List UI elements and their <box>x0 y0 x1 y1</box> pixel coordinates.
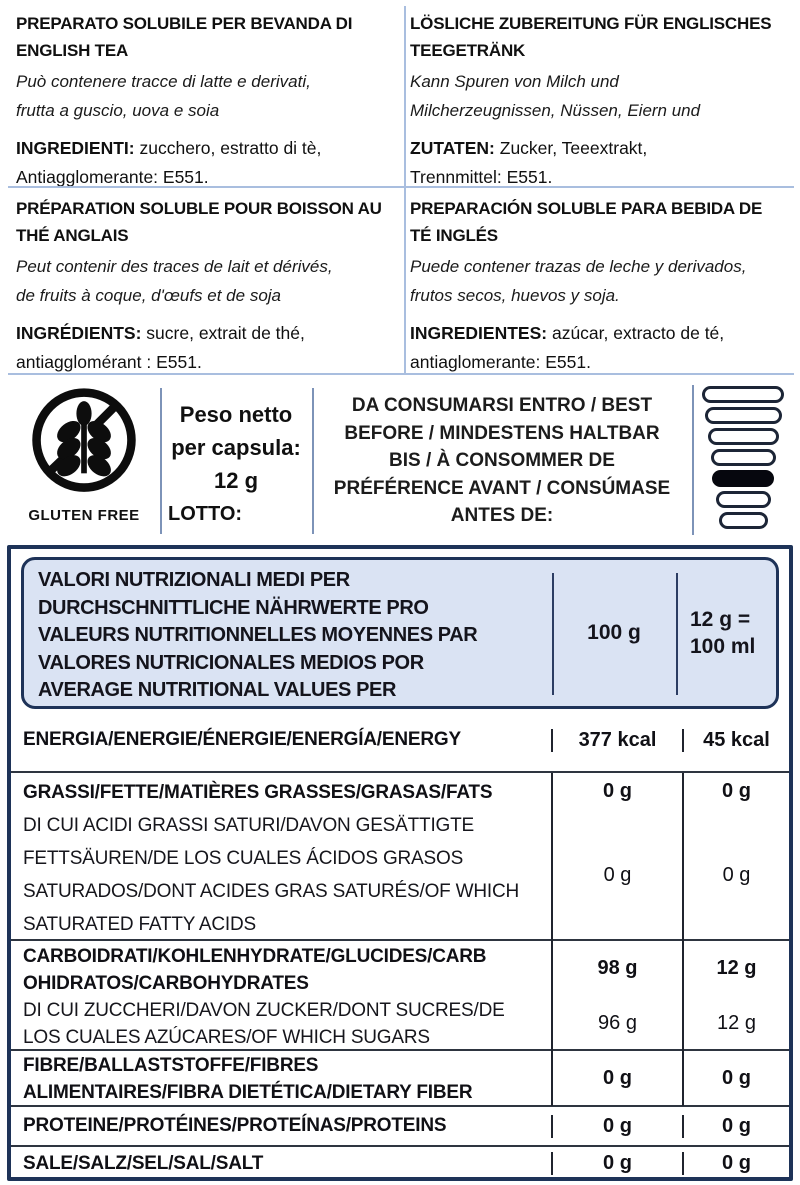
value-per-100g: 0 g <box>551 1152 682 1175</box>
ingredients-text-french: sucre, extrait de thé, antiagglomérant :… <box>16 323 305 372</box>
table-row-fiber: FIBRE/BALLASTSTOFFE/FIBRES ALIMENTAIRES/… <box>11 1049 789 1106</box>
panel-italian: PREPARATO SOLUBILE PER BEVANDA DI ENGLIS… <box>16 10 408 192</box>
nutrition-table-header: VALORI NUTRIZIONALI MEDI PER DURCHSCHNIT… <box>21 557 779 709</box>
panel-title-french: PRÉPARATION SOLUBLE POUR BOISSON AU THÉ … <box>16 199 382 245</box>
value-per-100g: 0 g <box>551 1051 682 1106</box>
table-row-proteins: PROTEINE/PROTÉINES/PROTEÍNAS/PROTEINS 0 … <box>11 1105 789 1145</box>
panel-french: PRÉPARATION SOLUBLE POUR BOISSON AU THÉ … <box>16 195 408 377</box>
capsule-icon <box>702 386 784 403</box>
lot-label: LOTTO: <box>168 503 243 525</box>
nutrition-table: VALORI NUTRIZIONALI MEDI PER DURCHSCHNIT… <box>7 545 793 1181</box>
header-column-divider <box>676 573 678 695</box>
ingredients-text-italian: zucchero, estratto di tè, Antiagglomeran… <box>16 138 322 187</box>
wheat-ear-glyph <box>57 401 111 477</box>
nutrient-label: FIBRE/BALLASTSTOFFE/FIBRES ALIMENTAIRES/… <box>23 1055 473 1103</box>
ingredients-german: ZUTATEN: Zucker, Teeextrakt, Trennmittel… <box>410 134 800 192</box>
sub-value-per-capsule: 12 g <box>717 1012 756 1034</box>
table-row-fats: GRASSI/FETTE/MATIÈRES GRASSES/GRASAS/FAT… <box>11 771 789 941</box>
capsule-icon <box>710 449 776 466</box>
band-divider-1 <box>160 388 162 534</box>
table-row-carbohydrates: CARBOIDRATI/KOHLENHYDRATE/GLUCIDES/CARB … <box>11 939 789 1051</box>
value-per-100g: 0 g <box>551 1114 682 1138</box>
allergen-note-italian: Può contenere tracce di latte e derivati… <box>16 72 311 120</box>
ingredients-label-italian: INGREDIENTI: <box>16 138 135 158</box>
nutrient-sublabel: DI CUI ZUCCHERI/DAVON ZUCKER/DONT SUCRES… <box>23 1000 505 1048</box>
nutrition-header-title: VALORI NUTRIZIONALI MEDI PER DURCHSCHNIT… <box>38 569 478 702</box>
panel-spanish: PREPARACIÓN SOLUBLE PARA BEBIDA DE TÉ IN… <box>410 195 800 377</box>
nutrient-sublabel: DI CUI ACIDI GRASSI SATURI/DAVON GESÄTTI… <box>23 815 520 935</box>
value-per-100g: 0 g <box>603 780 632 802</box>
vertical-divider-top <box>404 6 406 374</box>
nutrient-label: SALE/SALZ/SEL/SAL/SALT <box>23 1152 264 1174</box>
column-header-per-capsule: 12 g = 100 ml <box>690 608 756 658</box>
nutrient-label: PROTEINE/PROTÉINES/PROTEÍNAS/PROTEINS <box>23 1115 447 1136</box>
sub-value-per-100g: 0 g <box>603 864 632 886</box>
capsule-icon <box>707 428 779 445</box>
value-per-capsule: 45 kcal <box>682 728 789 752</box>
horizontal-divider-2 <box>8 373 794 375</box>
table-row-energy: ENERGIA/ENERGIE/ÉNERGIE/ENERGÍA/ENERGY 3… <box>11 709 789 771</box>
capsule-stack-icon <box>698 386 788 529</box>
allergen-note-german: Kann Spuren von Milch und Milcherzeugnis… <box>410 72 701 120</box>
value-per-100g: 98 g <box>597 957 638 979</box>
value-per-capsule: 0 g <box>722 780 751 802</box>
value-per-capsule: 12 g <box>716 957 757 979</box>
ingredients-spanish: INGREDIENTES: azúcar, extracto de té, an… <box>410 319 800 377</box>
value-per-capsule: 0 g <box>682 1152 789 1175</box>
net-weight-text: Peso netto per capsula: 12 g <box>171 402 301 493</box>
panel-title-spanish: PREPARACIÓN SOLUBLE PARA BEBIDA DE TÉ IN… <box>410 199 763 245</box>
allergen-note-spanish: Puede contener trazas de leche y derivad… <box>410 257 747 305</box>
ingredients-label-spanish: INGREDIENTES: <box>410 323 548 343</box>
horizontal-divider-1 <box>8 186 794 188</box>
gluten-free-badge: GLUTEN FREE <box>24 386 144 524</box>
ingredients-text-german: Zucker, Teeextrakt, Trennmittel: E551. <box>410 138 648 187</box>
panel-title-german: LÖSLICHE ZUBEREITUNG FÜR ENGLISCHES TEEG… <box>410 14 772 60</box>
ingredients-french: INGRÉDIENTS: sucre, extrait de thé, anti… <box>16 319 408 377</box>
nutrient-label: ENERGIA/ENERGIE/ÉNERGIE/ENERGÍA/ENERGY <box>23 729 461 750</box>
panel-title-italian: PREPARATO SOLUBILE PER BEVANDA DI ENGLIS… <box>16 14 353 60</box>
ingredients-label-french: INGRÉDIENTS: <box>16 323 142 343</box>
ingredients-label-german: ZUTATEN: <box>410 138 495 158</box>
band-divider-3 <box>692 385 694 535</box>
panel-german: LÖSLICHE ZUBEREITUNG FÜR ENGLISCHES TEEG… <box>410 10 800 192</box>
sub-value-per-capsule: 0 g <box>722 864 751 886</box>
gluten-free-icon <box>32 388 136 492</box>
table-row-salt: SALE/SALZ/SEL/SAL/SALT 0 g 0 g <box>11 1145 789 1180</box>
header-column-divider <box>552 573 554 695</box>
band-divider-2 <box>312 388 314 534</box>
value-per-100g: 377 kcal <box>551 728 682 752</box>
capsule-icon <box>715 491 771 508</box>
column-header-per-100g: 100 g <box>587 621 641 644</box>
best-before-text: DA CONSUMARSI ENTRO / BEST BEFORE / MIND… <box>333 395 671 526</box>
capsule-icon-filled <box>712 470 774 487</box>
allergen-note-french: Peut contenir des traces de lait et déri… <box>16 257 333 305</box>
ingredients-italian: INGREDIENTI: zucchero, estratto di tè, A… <box>16 134 408 192</box>
sub-value-per-100g: 96 g <box>598 1012 637 1034</box>
value-per-capsule: 0 g <box>682 1051 789 1106</box>
capsule-icon <box>718 512 768 529</box>
nutrition-table-body: ENERGIA/ENERGIE/ÉNERGIE/ENERGÍA/ENERGY 3… <box>11 709 789 1180</box>
ingredients-text-spanish: azúcar, extracto de té, antiaglomerante:… <box>410 323 725 372</box>
capsule-icon <box>704 407 782 424</box>
value-per-capsule: 0 g <box>682 1114 789 1138</box>
nutrient-label: CARBOIDRATI/KOHLENHYDRATE/GLUCIDES/CARB … <box>23 946 487 994</box>
nutrient-label: GRASSI/FETTE/MATIÈRES GRASSES/GRASAS/FAT… <box>23 782 493 803</box>
gluten-free-label: GLUTEN FREE <box>28 507 140 524</box>
